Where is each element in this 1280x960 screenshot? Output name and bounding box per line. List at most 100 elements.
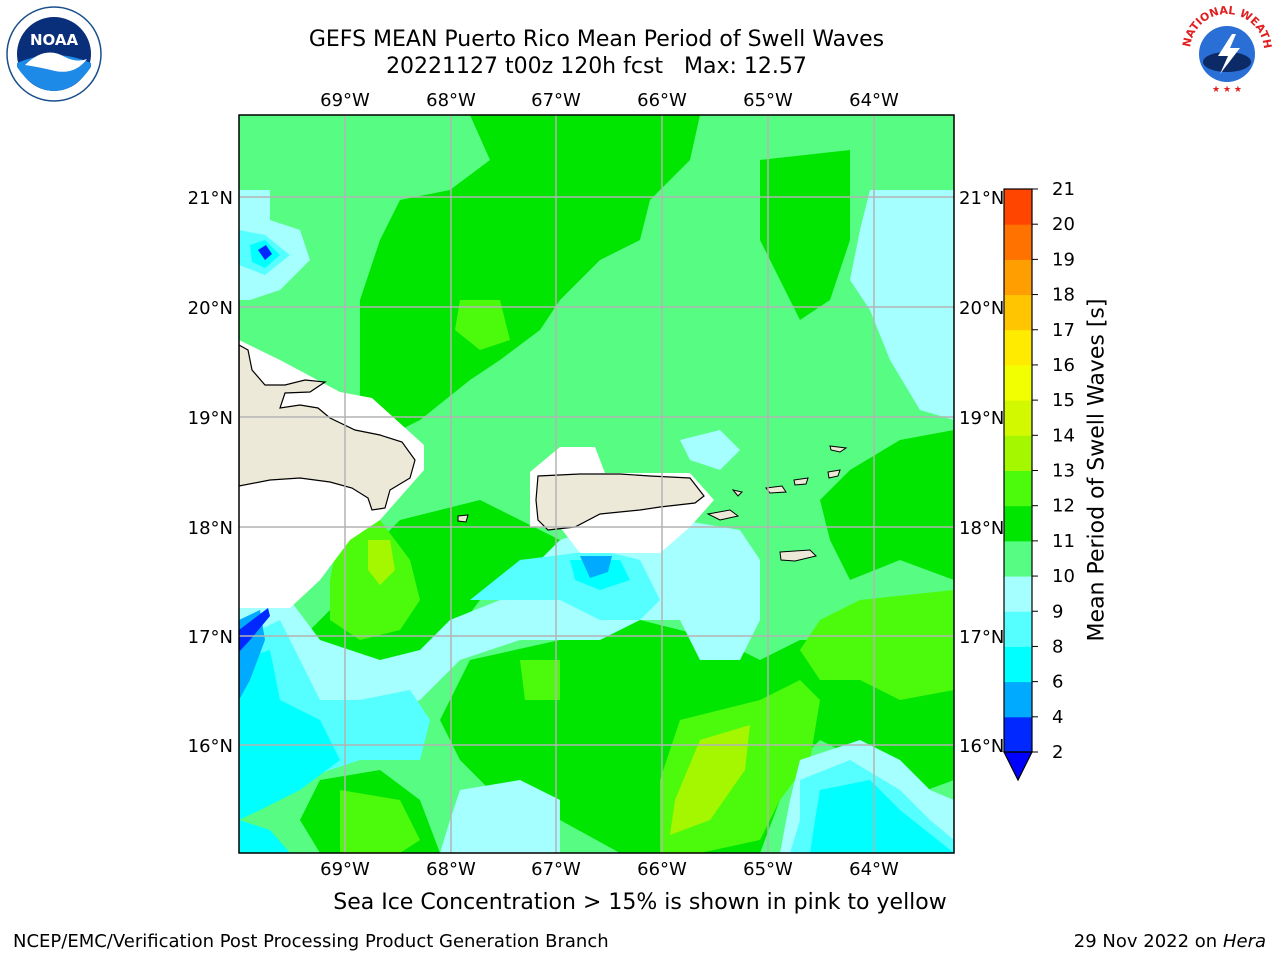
colorbar-label: Mean Period of Swell Waves [s] (1084, 298, 1110, 642)
colorbar-segment (1004, 435, 1032, 471)
colorbar-segment (1004, 470, 1032, 507)
lat-label-right: 19°N (959, 408, 1004, 429)
colorbar-extend-arrow (1003, 751, 1033, 782)
swell-contour-11-12-e (455, 300, 510, 350)
swell-contour-11-12-f (520, 660, 560, 700)
swell-contour-8-9-ne (850, 190, 954, 420)
swell-contour-10-11-north (360, 115, 700, 430)
colorbar-tick-label: 17 (1052, 320, 1075, 341)
colorbar-segment (1004, 540, 1032, 577)
lat-labels: 21°N 20°N 19°N 18°N 17°N 16°N 21°N 20°N … (188, 188, 1005, 757)
swell-contour-2-4-c (239, 608, 270, 652)
lat-label-left: 20°N (188, 298, 233, 319)
swell-contour-4-6-a (239, 650, 340, 820)
colorbar-tick-label: 9 (1052, 601, 1063, 622)
colorbar-segment (1004, 259, 1032, 296)
colorbar-segment (1004, 364, 1032, 401)
map-grid (239, 115, 954, 853)
lon-label-bottom: 69°W (320, 859, 370, 880)
swell-contour-8-9-sc (440, 780, 560, 853)
lon-label-top: 67°W (531, 90, 581, 111)
colorbar-tick-label: 19 (1052, 249, 1075, 270)
lon-label-bottom: 68°W (426, 859, 476, 880)
swell-contour-12-13-a (368, 540, 395, 585)
chart-title: GEFS MEAN Puerto Rico Mean Period of Swe… (308, 27, 885, 52)
colorbar-tick-label: 10 (1052, 566, 1075, 587)
colorbar-tick-label: 8 (1052, 636, 1063, 657)
colorbar-tick-label: 20 (1052, 214, 1075, 235)
footer-date: 29 Nov 2022 on (1073, 931, 1218, 952)
swell-contour-12-13-b (670, 725, 750, 835)
lat-label-right: 16°N (959, 736, 1004, 757)
colorbar-segment (1004, 611, 1032, 647)
colorbar-tick-label: 2 (1052, 742, 1063, 763)
noaa-logo-text: NOAA (30, 31, 79, 49)
virgin-islands (457, 445, 848, 523)
colorbar-tick-label: 14 (1052, 425, 1075, 446)
chart-subtitle: 20221127 t00z 120h fcst Max: 12.57 (0, 54, 1193, 80)
lat-label-left: 19°N (188, 408, 233, 429)
colorbar-segment (1004, 329, 1032, 366)
max-value: Max: 12.57 (684, 54, 807, 79)
swell-contour-11-12-b (800, 590, 954, 700)
colorbar-tick-label: 4 (1052, 707, 1063, 728)
sea-ice-caption: Sea Ice Concentration > 15% is shown in … (333, 890, 947, 915)
lon-label-top: 68°W (426, 90, 476, 111)
lat-label-left: 18°N (188, 518, 233, 539)
swell-contour-4-6-c (810, 780, 954, 853)
footer-credit: NCEP/EMC/Verification Post Processing Pr… (13, 931, 609, 952)
colorbar: 2 4 6 8 9 10 11 12 13 14 15 16 17 18 19 20 21 (1003, 179, 1075, 782)
colorbar-segment (1004, 400, 1032, 436)
colorbar-tick-label: 12 (1052, 496, 1075, 517)
map-frame (238, 114, 955, 854)
swell-contour-10-11-se (820, 430, 954, 580)
noaa-logo-icon: NOAA (6, 6, 102, 102)
swell-contour-4-6-b (570, 560, 630, 590)
vieques-island (706, 509, 740, 521)
swell-contour-4-6-e (239, 820, 290, 853)
colorbar-tick-label: 13 (1052, 461, 1075, 482)
lon-label-bottom: 65°W (743, 859, 793, 880)
colorbar-segment (1004, 576, 1032, 612)
lon-label-bottom: 66°W (637, 859, 687, 880)
swell-contour-11-12-a (330, 520, 420, 640)
lon-labels: 69°W 68°W 67°W 66°W 65°W 64°W 69°W 68°W … (320, 90, 899, 880)
lon-label-top: 65°W (743, 90, 793, 111)
swell-contour-11-12-d (340, 790, 420, 853)
lat-label-right: 18°N (959, 518, 1004, 539)
nws-logo-icon: NATIONAL WEATHER SERVICE ★ ★ ★ (1178, 2, 1274, 97)
lat-label-left: 17°N (188, 627, 233, 648)
lon-label-bottom: 67°W (531, 859, 581, 880)
footer-timestamp: 29 Nov 2022 on Hera (1074, 931, 1266, 952)
lon-label-top: 64°W (849, 90, 899, 111)
svg-text:★ ★ ★: ★ ★ ★ (1212, 85, 1242, 95)
colorbar-segment (1004, 294, 1032, 331)
lat-label-left: 16°N (188, 736, 233, 757)
forecast-date: 20221127 t00z 120h fcst (386, 54, 664, 79)
colorbar-tick-label: 21 (1052, 179, 1075, 200)
swell-contour-10-11-central (300, 500, 560, 700)
hispaniola-land (239, 344, 416, 511)
st-croix-island (779, 549, 817, 562)
swell-contour-8-9-pr (680, 430, 740, 470)
colorbar-segment (1004, 224, 1032, 260)
lon-label-bottom: 64°W (849, 859, 899, 880)
colorbar-tick-label: 11 (1052, 531, 1075, 552)
lat-label-right: 20°N (959, 298, 1004, 319)
lon-label-top: 66°W (637, 90, 687, 111)
swell-contour-4-6-f (258, 245, 272, 260)
colorbar-segment (1004, 505, 1032, 542)
lat-label-right: 21°N (959, 188, 1004, 209)
colorbar-segment (1004, 716, 1032, 753)
lat-label-left: 21°N (188, 188, 233, 209)
lat-label-right: 17°N (959, 627, 1004, 648)
lon-label-top: 69°W (320, 90, 370, 111)
swell-contour-2-4-b (580, 556, 612, 578)
colorbar-tick-label: 16 (1052, 355, 1075, 376)
colorbar-segment (1004, 646, 1032, 683)
colorbar-segment (1004, 189, 1032, 225)
colorbar-tick-label: 6 (1052, 672, 1063, 693)
footer-system: Hera (1222, 931, 1266, 952)
colorbar-tick-label: 18 (1052, 285, 1075, 306)
